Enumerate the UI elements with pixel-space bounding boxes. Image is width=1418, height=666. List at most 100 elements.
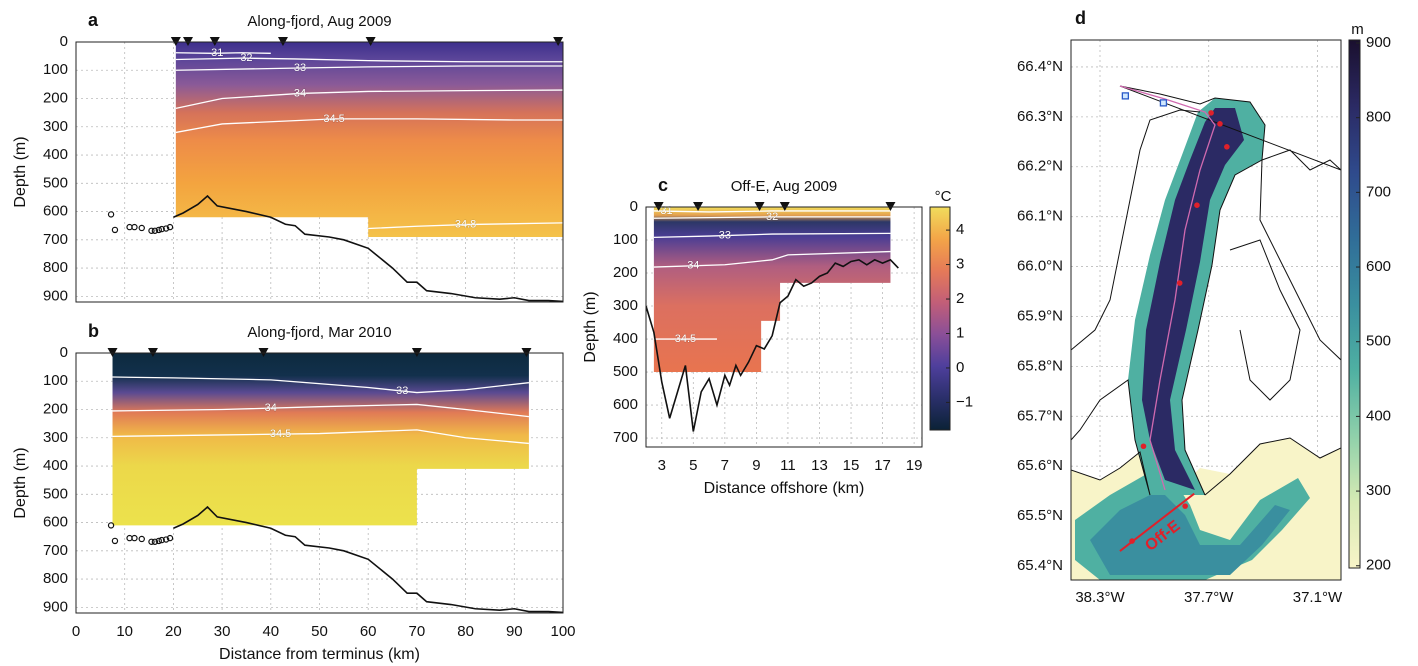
station-marker <box>1217 121 1223 127</box>
contour-label: 32 <box>240 52 252 64</box>
x-tick-label: 80 <box>457 623 474 640</box>
y-tick-label: 66.0°N <box>1017 258 1063 275</box>
x-tick-label: 37.7°W <box>1184 589 1234 606</box>
y-tick-label: 200 <box>613 264 638 281</box>
y-tick-label: 65.7°N <box>1017 407 1063 424</box>
colorbar-tick-label: 900 <box>1366 34 1391 51</box>
y-tick-label: 700 <box>43 542 68 559</box>
panel-label: d <box>1075 8 1086 28</box>
sill-point <box>151 538 159 545</box>
salinity-contour <box>175 65 563 71</box>
sill-point <box>148 538 155 545</box>
station-marker <box>1224 144 1230 150</box>
salinity-contour <box>653 250 891 268</box>
y-tick-label: 66.2°N <box>1017 158 1063 175</box>
station-marker <box>1208 110 1214 116</box>
salinity-contour <box>368 222 564 230</box>
contour-label: 34.8 <box>455 218 476 230</box>
x-tick-label: 11 <box>780 457 796 474</box>
panel-title: Off-E, Aug 2009 <box>731 178 837 195</box>
x-tick-label: 15 <box>843 457 860 474</box>
y-tick-label: 200 <box>43 89 68 106</box>
y-tick-label: 500 <box>43 174 68 191</box>
x-tick-label: 3 <box>658 457 666 474</box>
x-tick-label: 10 <box>116 623 133 640</box>
y-tick-label: 66.1°N <box>1017 208 1063 225</box>
transect-station <box>1129 538 1135 544</box>
y-tick-label: 600 <box>613 396 638 413</box>
sill-point <box>158 225 165 233</box>
y-axis-label: Depth (m) <box>12 447 29 518</box>
mooring-marker <box>1159 99 1168 107</box>
y-tick-label: 400 <box>43 457 68 474</box>
transect-station <box>1182 503 1188 509</box>
axes-frame <box>75 352 564 614</box>
salinity-contour <box>653 210 891 213</box>
panel-label: c <box>658 175 668 195</box>
colorbar-label: m <box>1351 21 1364 38</box>
x-tick-label: 70 <box>409 623 426 640</box>
x-tick-label: 90 <box>506 623 523 640</box>
sill-point <box>166 223 174 231</box>
x-tick-label: 38.3°W <box>1075 589 1125 606</box>
colorbar-tick-label: −1 <box>956 393 973 410</box>
temperature-field <box>175 42 563 237</box>
x-tick-label: 100 <box>550 623 575 640</box>
contour-label: 33 <box>719 229 731 241</box>
x-tick-label: 0 <box>72 623 80 640</box>
y-tick-label: 100 <box>613 231 638 248</box>
x-tick-label: 9 <box>752 457 760 474</box>
salinity-contour <box>112 376 529 394</box>
colorbar-tick-label: 0 <box>956 359 964 376</box>
panel-label: b <box>88 321 99 341</box>
y-axis-label: Depth (m) <box>582 291 599 362</box>
y-tick-label: 600 <box>43 203 68 220</box>
x-axis-label: Distance from terminus (km) <box>219 646 420 663</box>
salinity-contour <box>175 118 563 134</box>
y-tick-label: 66.3°N <box>1017 108 1063 125</box>
contour-label: 34.5 <box>675 333 696 345</box>
sill-point <box>138 535 145 543</box>
y-tick-label: 0 <box>630 198 638 215</box>
y-axis-label: Depth (m) <box>12 136 29 207</box>
sill-point <box>111 537 119 545</box>
x-tick-label: 37.1°W <box>1293 589 1343 606</box>
temperature-field <box>112 353 529 526</box>
y-tick-label: 400 <box>43 146 68 163</box>
station-marker <box>1194 202 1200 208</box>
y-tick-label: 400 <box>613 330 638 347</box>
x-tick-label: 60 <box>360 623 377 640</box>
colorbar <box>1348 39 1361 569</box>
colorbar <box>929 206 951 431</box>
x-tick-label: 13 <box>811 457 828 474</box>
salinity-contour <box>112 429 529 445</box>
y-tick-label: 65.4°N <box>1017 557 1063 574</box>
axes-frame <box>1070 39 1342 581</box>
contour-label: 31 <box>660 205 672 217</box>
x-tick-label: 17 <box>874 457 891 474</box>
salinity-contour <box>175 52 271 54</box>
colorbar-tick-label: 800 <box>1366 109 1391 126</box>
y-tick-label: 65.8°N <box>1017 357 1063 374</box>
salinity-contour <box>175 89 564 110</box>
sill-point <box>107 522 115 529</box>
axes-frame <box>75 41 564 303</box>
colorbar-tick-label: 600 <box>1366 258 1391 275</box>
sill-point <box>148 227 155 234</box>
sill-point <box>155 537 162 545</box>
y-tick-label: 100 <box>43 61 68 78</box>
contour-label: 34 <box>265 402 277 414</box>
y-tick-label: 300 <box>43 429 68 446</box>
bathymetry-line <box>173 194 563 302</box>
contour-label: 34.5 <box>323 113 344 125</box>
sill-point <box>162 225 170 232</box>
y-tick-label: 100 <box>43 372 68 389</box>
y-tick-label: 700 <box>613 429 638 446</box>
station-marker <box>1176 280 1183 286</box>
contour-label: 33 <box>294 62 306 74</box>
x-tick-label: 40 <box>262 623 279 640</box>
axes-frame <box>645 206 923 448</box>
x-tick-label: 20 <box>165 623 182 640</box>
salinity-contour <box>653 216 891 219</box>
